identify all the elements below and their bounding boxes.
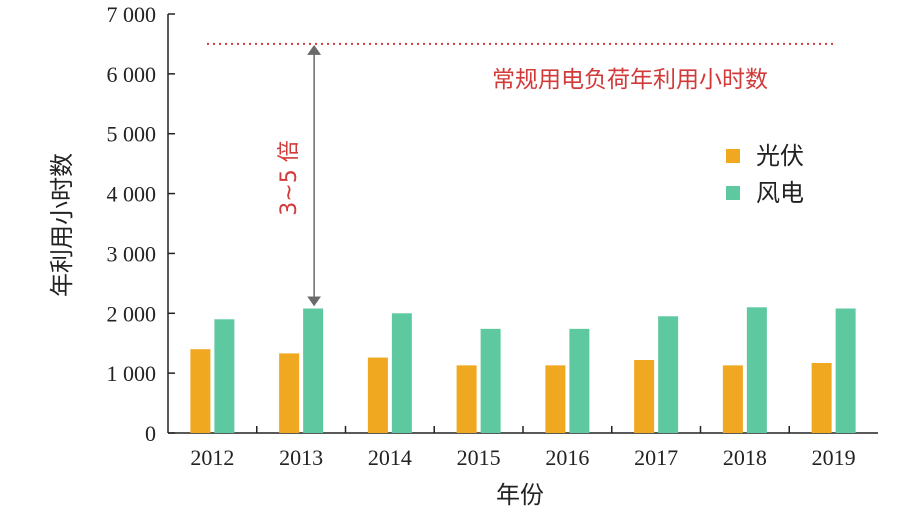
bar-wind-2013 [303,308,324,433]
x-tick-label: 2019 [812,445,856,470]
bar-wind-2015 [480,328,501,433]
bar-pv-2018 [722,365,743,433]
reference-line-label: 常规用电负荷年利用小时数 [492,67,768,93]
bar-pv-2012 [190,349,211,433]
bar-wind-2018 [746,307,767,433]
bar-pv-2019 [811,362,832,433]
y-tick-label: 7 000 [107,2,157,27]
bar-wind-2016 [569,328,590,433]
bar-pv-2015 [456,365,477,433]
bar-wind-2017 [658,316,679,433]
bar-wind-2019 [835,308,856,433]
bar-pv-2013 [279,353,300,433]
legend-label-wind: 风电 [756,179,804,207]
legend-swatch-pv [726,149,740,163]
y-axis-title: 年利用小时数 [49,153,76,297]
bar-pv-2014 [367,357,388,433]
y-tick-label: 3 000 [107,241,157,266]
y-tick-label: 2 000 [107,301,157,326]
bar-pv-2016 [545,365,566,433]
bars [190,307,856,433]
ratio-annotation-label: 3~5 倍 [277,140,302,215]
y-tick-label: 1 000 [107,361,157,386]
bar-pv-2017 [634,359,655,433]
y-tick-label: 4 000 [107,182,157,207]
bar-wind-2012 [214,319,235,433]
x-tick-label: 2012 [190,445,234,470]
legend-swatch-wind [726,186,740,200]
y-tick-label: 6 000 [107,62,157,87]
y-axis-ticks: 0 1 000 2 000 3 000 4 000 5 000 6 000 7 000 [107,2,175,446]
x-tick-label: 2014 [368,445,412,470]
x-tick-label: 2016 [545,445,589,470]
bar-wind-2014 [391,313,412,433]
x-axis-ticks: 2012 2013 2014 2015 2016 2017 2018 2019 [190,426,856,470]
x-axis-title: 年份 [496,482,544,509]
reference-line-group: 常规用电负荷年利用小时数 3~5 倍 [207,42,833,307]
x-tick-label: 2015 [457,445,501,470]
x-tick-label: 2018 [723,445,767,470]
legend-label-pv: 光伏 [756,142,804,170]
y-tick-label: 5 000 [107,122,157,147]
x-tick-label: 2013 [279,445,323,470]
x-tick-label: 2017 [634,445,678,470]
y-tick-label: 0 [145,421,156,446]
